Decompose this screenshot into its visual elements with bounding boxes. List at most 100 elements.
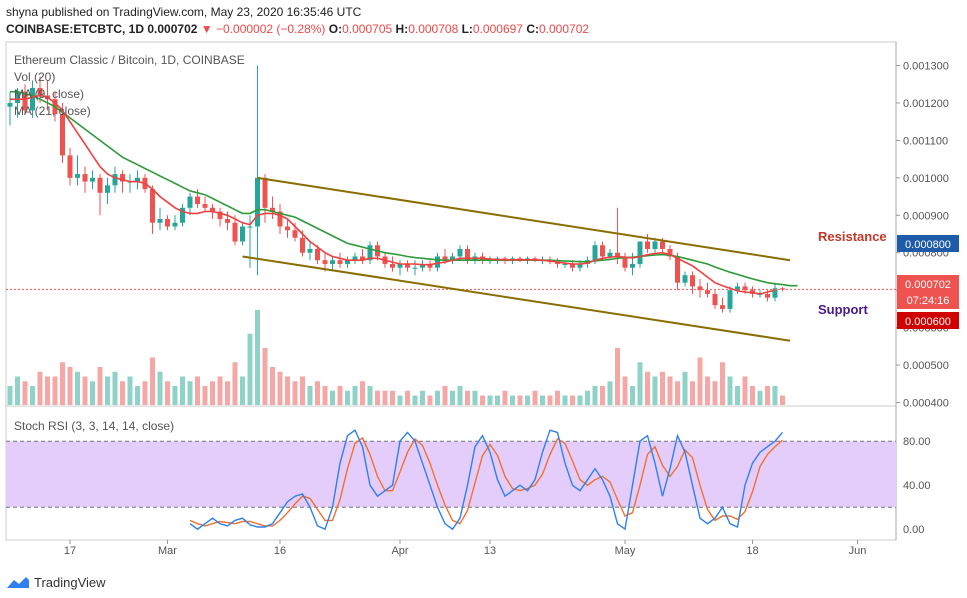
time-tick-label: May <box>615 545 636 557</box>
tradingview-logo-icon <box>7 576 29 588</box>
volume-bar <box>330 390 335 405</box>
open-label: O: <box>328 22 343 36</box>
down-arrow-icon: ▼ <box>200 22 213 36</box>
volume-bar <box>45 376 50 405</box>
volume-bar <box>337 386 343 405</box>
candle-body <box>345 260 350 264</box>
candle-body <box>187 196 193 208</box>
volume-bar <box>667 376 673 405</box>
candle-body <box>135 177 140 182</box>
volume-bar <box>540 395 545 405</box>
volume-bar <box>780 395 785 405</box>
resistance-label: Resistance <box>818 229 887 244</box>
indicator-vol: Vol (20) <box>14 70 55 84</box>
candle-body <box>172 222 178 227</box>
volume-bar <box>232 362 238 405</box>
price-tick-label: 0.000500 <box>903 360 949 372</box>
volume-bar <box>487 395 493 405</box>
volume-bar <box>562 395 568 405</box>
candle-body <box>630 263 635 268</box>
volume-bar <box>637 362 643 405</box>
volume-bar <box>30 386 35 405</box>
candle-body <box>157 219 163 223</box>
volume-bar <box>705 376 710 405</box>
volume-bar <box>510 395 515 405</box>
indicator-ma9: MA (9, close) <box>14 87 84 101</box>
volume-bar <box>390 390 395 405</box>
volume-bar <box>772 386 778 405</box>
candle-body <box>225 219 230 223</box>
volume-bar <box>367 386 373 405</box>
volume-bar <box>67 367 73 405</box>
candle-body <box>397 263 403 268</box>
candle-body <box>615 252 620 257</box>
volume-bar <box>472 390 478 405</box>
candle-body <box>82 174 88 182</box>
volume-bar <box>727 376 733 405</box>
price-tick-label: 0.001300 <box>903 60 949 72</box>
candle-body <box>262 177 268 208</box>
support-label: Support <box>818 302 868 317</box>
volume-bar <box>502 390 508 405</box>
volume-bar <box>517 395 523 405</box>
volume-bar <box>720 362 725 405</box>
volume-bar <box>742 376 748 405</box>
volume-bar <box>172 386 178 405</box>
candle-body <box>772 288 778 298</box>
stoch-rsi-title: Stoch RSI (3, 3, 14, 14, close) <box>14 419 174 433</box>
volume-bar <box>277 371 283 405</box>
low-label: L: <box>461 22 473 36</box>
volume-bar <box>427 395 433 405</box>
volume-bar <box>195 376 200 405</box>
candle-body <box>465 248 470 261</box>
candle-body <box>570 263 575 268</box>
volume-bar <box>157 371 163 405</box>
stoch-d-line <box>189 436 783 527</box>
resistance-price-text: 0.000800 <box>905 239 951 251</box>
volume-bar <box>292 381 298 405</box>
candle-body <box>120 174 125 182</box>
volume-bar <box>52 376 58 405</box>
candle-body <box>412 267 418 269</box>
candle-body <box>352 256 358 261</box>
volume-bar <box>322 386 328 405</box>
volume-bar <box>622 376 628 405</box>
time-tick-label: Mar <box>158 545 177 557</box>
ma21-line <box>10 90 798 287</box>
candle-body <box>390 263 395 268</box>
volume-bar <box>22 381 28 405</box>
candle-body <box>562 263 568 265</box>
price-chart[interactable]: 0.001300 0.001200 0.001100 0.001000 0.000900… <box>0 38 967 598</box>
volume-bar <box>630 386 635 405</box>
volume-bar <box>360 381 365 405</box>
time-tick-label: Jun <box>849 545 867 557</box>
candle-body <box>600 245 605 257</box>
volume-bar <box>315 381 320 405</box>
candle-body <box>270 207 275 212</box>
channel-upper-line <box>257 176 791 262</box>
candle-body <box>720 305 725 309</box>
change-value: −0.000002 (−0.28%) <box>216 22 326 36</box>
candle-body <box>37 87 43 96</box>
rsi-tick-label: 80.00 <box>903 436 931 448</box>
candle-body <box>7 102 13 107</box>
volume-bar <box>112 371 118 405</box>
volume-bar <box>75 371 80 405</box>
volume-bar <box>247 333 253 405</box>
tradingview-logo[interactable]: TradingView <box>6 575 106 590</box>
volume-bar <box>82 376 88 405</box>
last-price-text: 0.000702 <box>905 279 951 291</box>
volume-bar <box>150 357 155 405</box>
volume-bar <box>37 371 43 405</box>
candle-body <box>60 114 65 156</box>
volume-bar <box>525 395 530 405</box>
volume-bar <box>607 381 613 405</box>
candle-body <box>307 248 313 253</box>
volume-bar <box>480 395 485 405</box>
volume-bar <box>457 386 463 405</box>
candle-body <box>442 256 448 261</box>
support-price-text: 0.000600 <box>905 316 951 328</box>
volume-bar <box>690 381 695 405</box>
volume-bar <box>397 395 403 405</box>
candle-body <box>690 275 695 287</box>
